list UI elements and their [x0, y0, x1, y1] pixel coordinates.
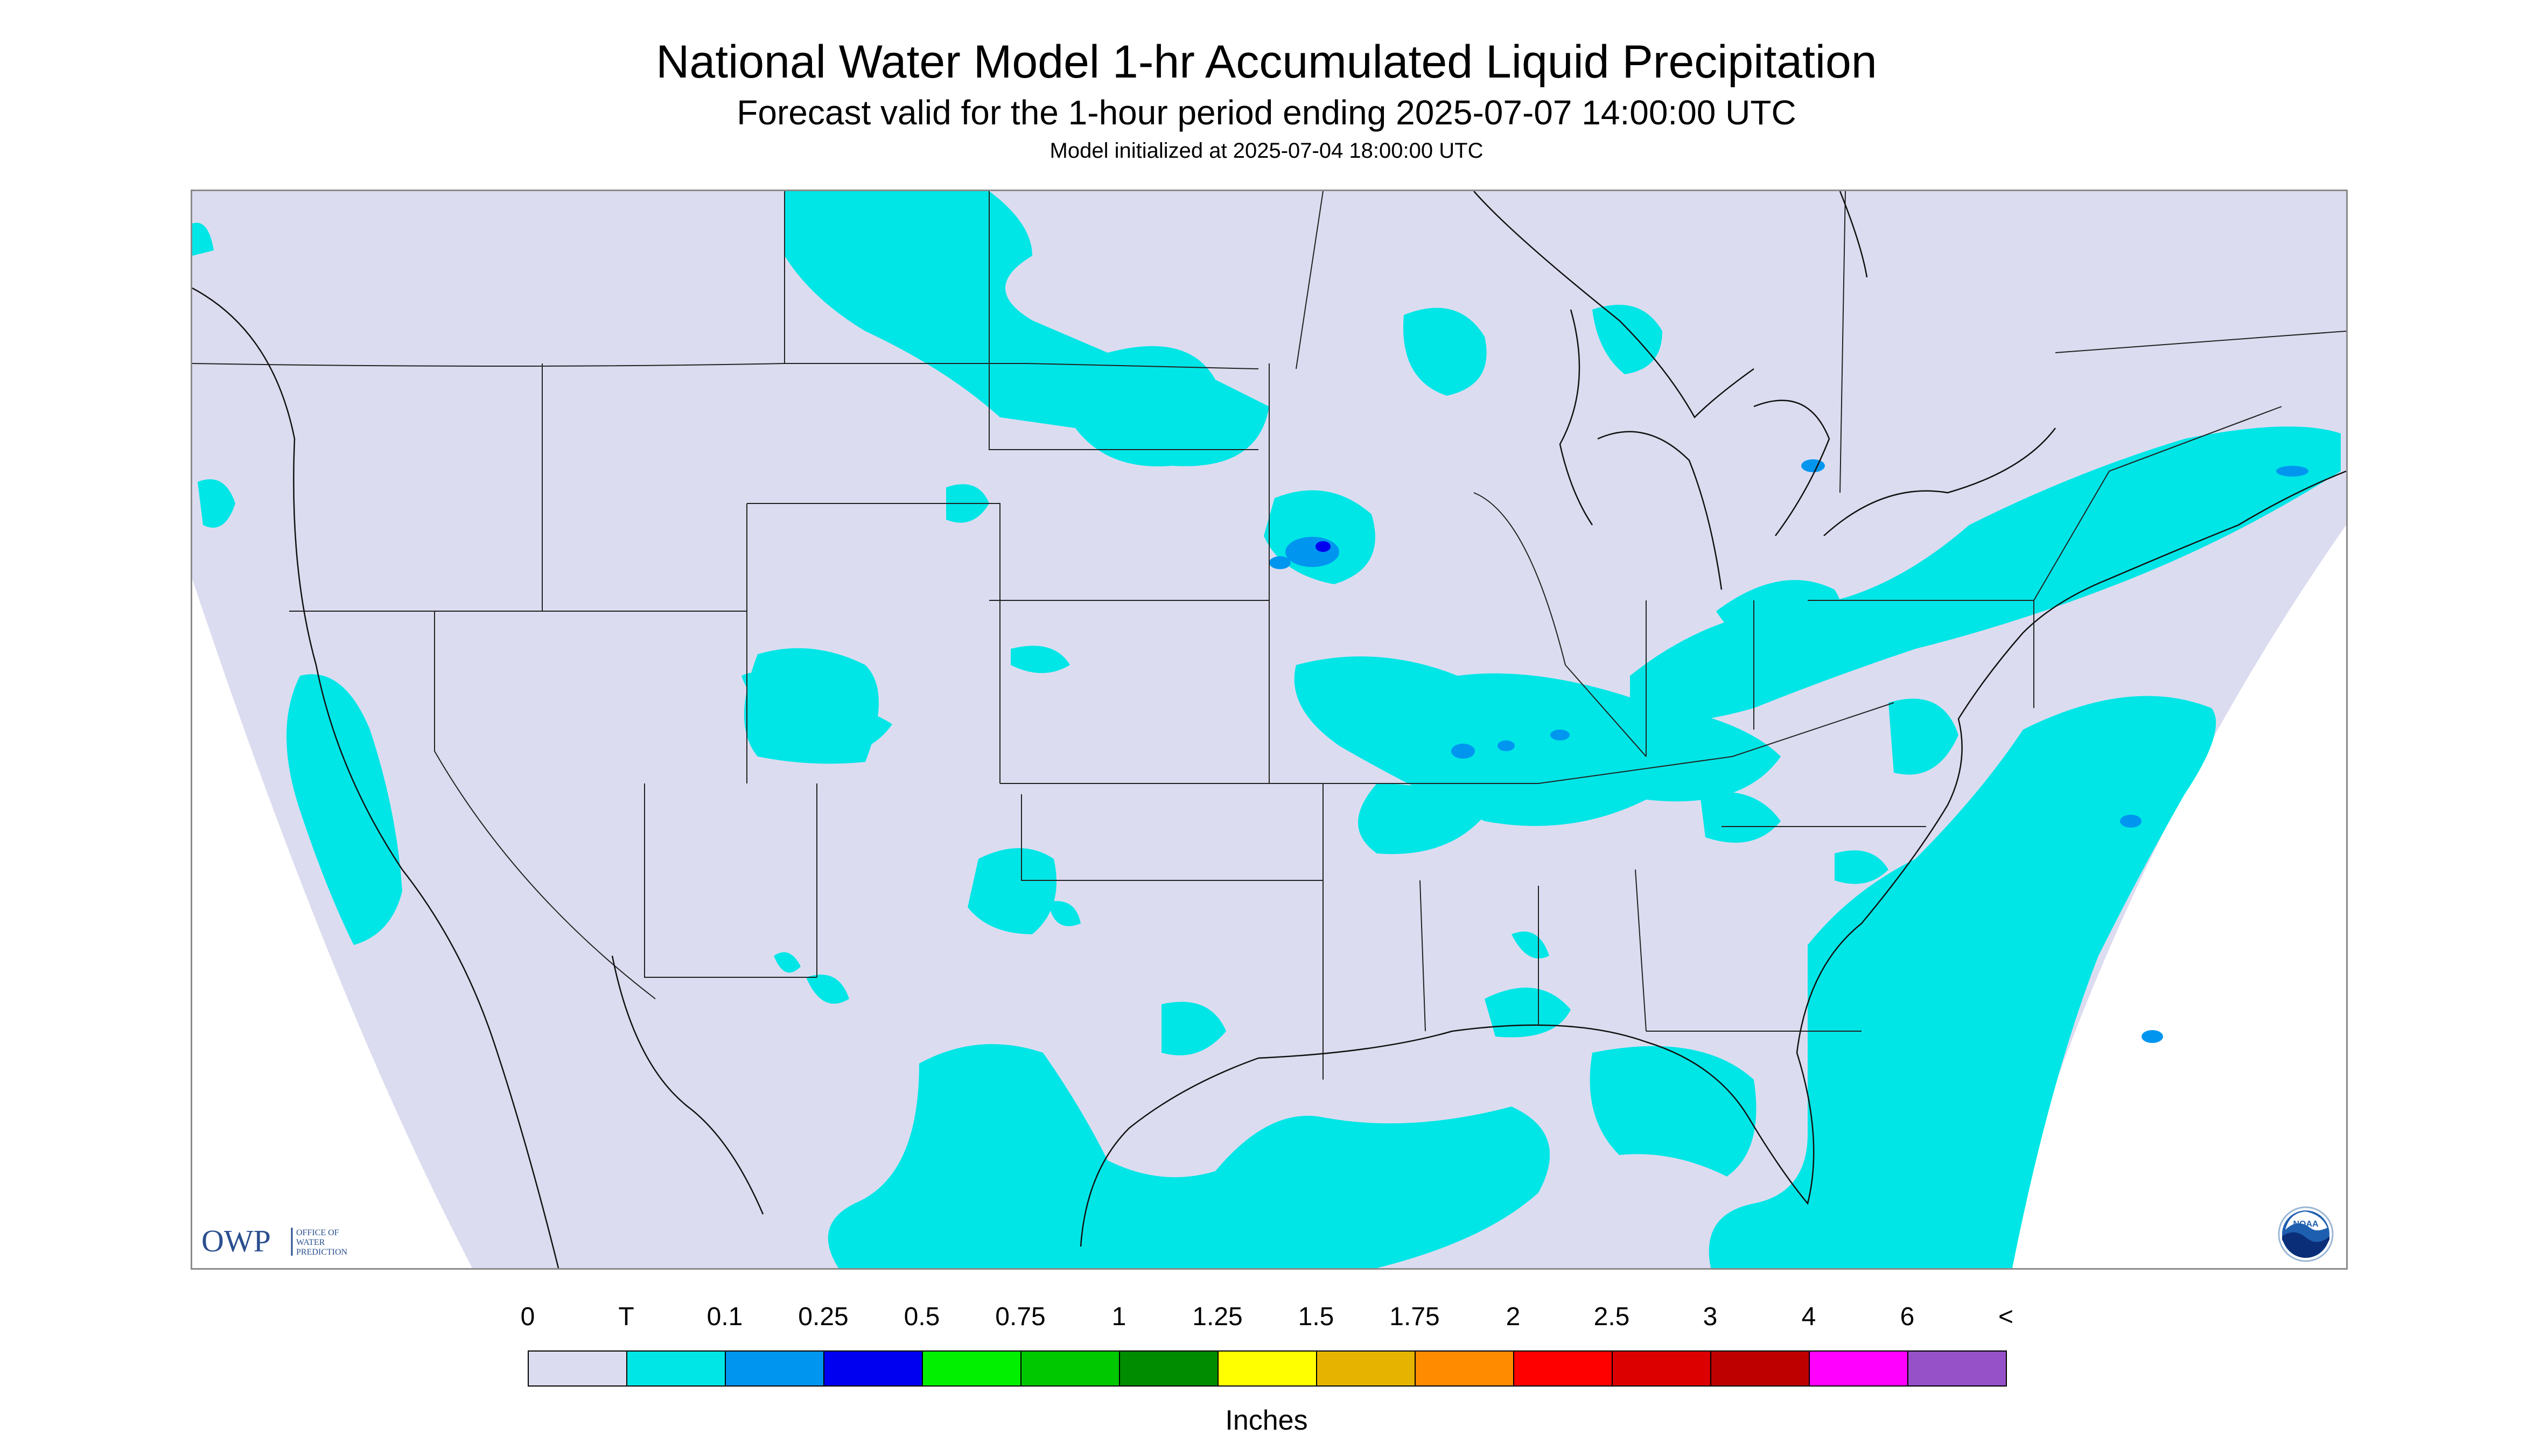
map-title: National Water Model 1-hr Accumulated Li…: [656, 36, 1877, 88]
legend-units-label: Inches: [1225, 1405, 1308, 1436]
legend-swatch: [923, 1352, 1021, 1385]
owp-logo-line2: WATER: [296, 1238, 325, 1247]
legend-tick-label: 0.5: [904, 1303, 940, 1331]
legend-tick-label: 0.25: [798, 1303, 849, 1331]
legend-tick-label: 1: [1111, 1303, 1126, 1331]
legend-swatch: [726, 1352, 824, 1385]
legend-tick-label: 0: [520, 1303, 535, 1331]
moderate-precip-areas: [1316, 541, 1331, 552]
legend-tick-label: 1.5: [1298, 1303, 1334, 1331]
owp-logo: OWP OFFICE OF WATER PREDICTION: [201, 1223, 348, 1258]
legend-tick-label: <: [1998, 1303, 2014, 1331]
legend-tick-label: 1.75: [1389, 1303, 1440, 1331]
trace-precip-areas: [192, 191, 2341, 1268]
legend-swatch: [1514, 1352, 1613, 1385]
legend-tick-label: 1.25: [1192, 1303, 1243, 1331]
legend-tick-label: 2: [1506, 1303, 1521, 1331]
legend-tick-label: 4: [1801, 1303, 1816, 1331]
legend-swatch: [1810, 1352, 1908, 1385]
legend-tick-label: 0.1: [706, 1303, 743, 1331]
state-boundaries: [192, 191, 2346, 1080]
legend-tick-label: T: [618, 1303, 634, 1331]
owp-logo-line3: PREDICTION: [296, 1248, 348, 1257]
legend-swatch: [1613, 1352, 1711, 1385]
legend-swatch: [1021, 1352, 1120, 1385]
noaa-logo-icon: NOAA: [2278, 1206, 2334, 1262]
map-subtitle: Forecast valid for the 1-hour period end…: [737, 93, 1796, 132]
legend-tick-label: 6: [1900, 1303, 1915, 1331]
legend-swatch: [1317, 1352, 1416, 1385]
owp-logo-line1: OFFICE OF: [296, 1228, 339, 1237]
legend-tick-label: 3: [1703, 1303, 1718, 1331]
precipitation-map: [191, 190, 2348, 1270]
legend-tick-label: 0.75: [995, 1303, 1046, 1331]
legend-swatch: [1908, 1352, 2006, 1385]
noaa-logo-text: NOAA: [2293, 1220, 2319, 1229]
legend-swatch: [824, 1352, 923, 1385]
coastlines: [192, 191, 2346, 1268]
legend-ticks: 0 T 0.1 0.25 0.5 0.75 1 1.25 1.5 1.75 2 2.5 3 4 6 <: [0, 1302, 2533, 1334]
legend-swatch: [627, 1352, 726, 1385]
model-init-line: Model initialized at 2025-07-04 18:00:00…: [1049, 139, 1484, 163]
owp-logo-letters: OWP: [201, 1223, 271, 1258]
legend-swatch: [529, 1352, 627, 1385]
precipitation-map-canvas: [192, 191, 2346, 1268]
legend-swatch: [1711, 1352, 1810, 1385]
legend-colorbar: [528, 1350, 2007, 1387]
legend-swatch: [1120, 1352, 1219, 1385]
legend-swatch: [1416, 1352, 1514, 1385]
legend-tick-label: 2.5: [1593, 1303, 1630, 1331]
legend-swatch: [1219, 1352, 1317, 1385]
